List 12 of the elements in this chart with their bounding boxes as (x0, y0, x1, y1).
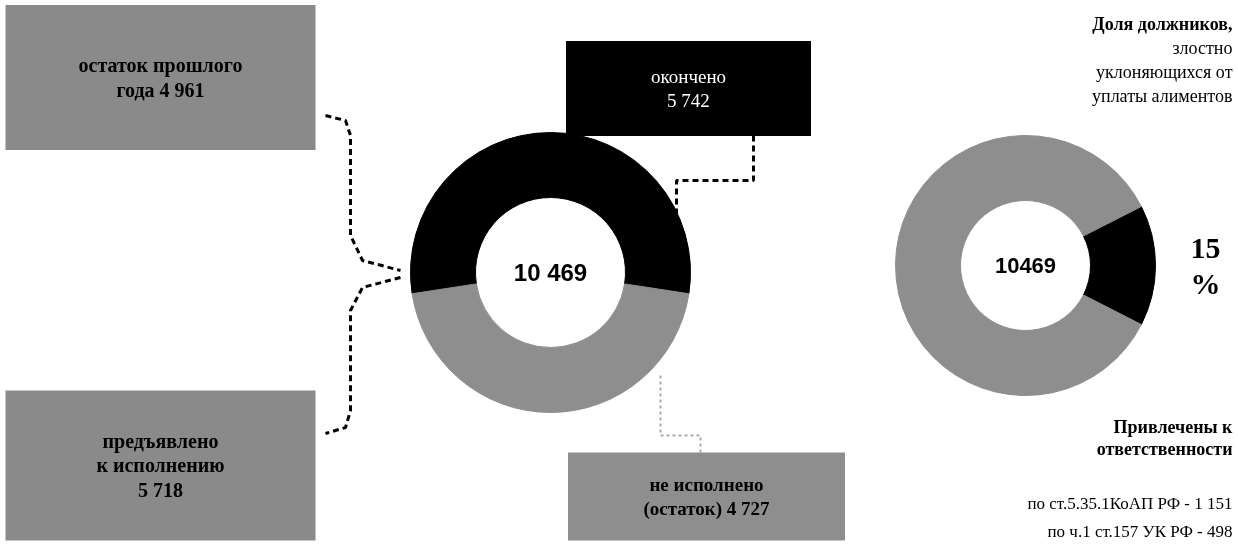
text: 10 469 (513, 259, 588, 286)
text: по ч.1 ст.157 УК РФ - 498 (1047, 522, 1233, 541)
slice-label: окончено (650, 66, 727, 88)
text: предъявлено к исполнению 5 718 (96, 430, 225, 501)
text: Привлечены к ответственности (1096, 416, 1234, 459)
slice-label: не исполнено (остаток) 4 727 (643, 474, 771, 520)
data-label: 5 742 (667, 89, 710, 111)
text: по ст.5.35.1КоАП РФ - 1 151 (1027, 494, 1233, 513)
text: 10469 (994, 253, 1057, 278)
data-label: 15 % (1190, 230, 1221, 301)
text: остаток прошлого года 4 961 (78, 54, 243, 101)
chart-title: Доля должников, злостно уклоняющихся от уплаты алиментов (1092, 13, 1233, 106)
